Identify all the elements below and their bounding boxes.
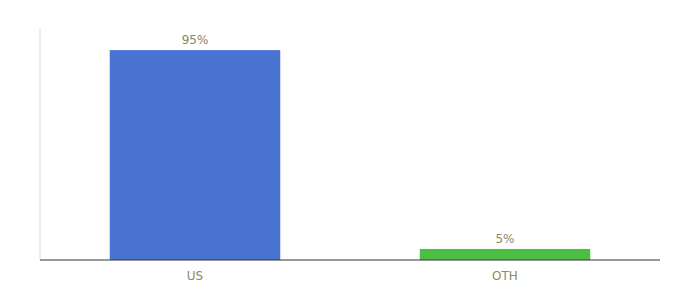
x-tick-label: US [187,269,203,283]
chart-svg: US OTH 95% 5% [0,0,680,300]
bars [110,50,591,260]
bar [110,50,281,260]
x-axis-line [40,260,660,261]
x-tick-label: OTH [492,269,518,283]
data-label: 5% [495,232,514,246]
bar [420,249,591,260]
data-label: 95% [182,33,209,47]
chart-container: US OTH 95% 5% [0,0,680,300]
y-axis-line [40,28,41,260]
